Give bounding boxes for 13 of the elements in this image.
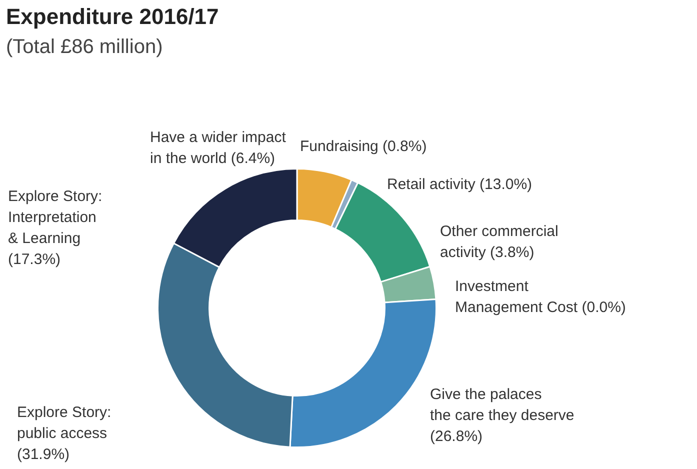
slice-label: Fundraising (0.8%)	[300, 138, 427, 156]
slice-label: Give the palaces the care they deserve	[430, 386, 574, 424]
slice-label: Other commercial activity (3.8%)	[440, 223, 558, 262]
chart-subtitle: (Total £86 million)	[6, 36, 163, 59]
slice-label: Retail activity (13.0%)	[387, 176, 532, 194]
data-label: (31.9%)	[17, 446, 70, 464]
chart-title: Expenditure 2016/17	[6, 4, 219, 30]
data-label: (26.8%)	[430, 428, 483, 446]
category-label: Investment Management Cost (0.0%)	[455, 278, 626, 316]
slice-label: Explore Story: Interpretation & Learning	[8, 188, 102, 248]
slice-label: Explore Story: public access	[17, 404, 112, 442]
data-label: (17.3%)	[8, 251, 61, 268]
slice-label: Have a wider impact in the world (6.4%)	[150, 129, 287, 168]
